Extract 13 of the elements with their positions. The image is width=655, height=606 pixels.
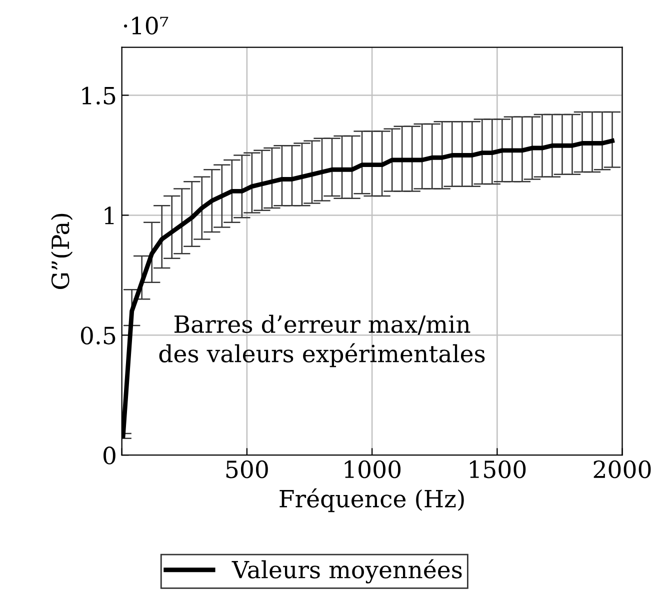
x-tick-label: 500 — [226, 460, 268, 478]
x-tick-label: 1000 — [344, 460, 401, 478]
x-tick-label: 2000 — [594, 460, 651, 478]
annotation: Barres d’erreur max/min des valeurs expérimentales — [159, 314, 485, 368]
y-tick-label: 0.5 — [80, 326, 116, 344]
y-tick-label: 1 — [104, 206, 114, 224]
text: ·10⁷ — [124, 16, 168, 35]
x-tick-label: 1500 — [470, 460, 526, 478]
x-axis-title: Fréquence (Hz) — [280, 488, 464, 512]
y-tick-label: 0 — [104, 446, 116, 464]
y-axis-title: G”(Pa) — [51, 214, 73, 289]
y-tick-label: 1.5 — [82, 86, 116, 105]
legend-label: Valeurs moyennées — [232, 559, 462, 584]
